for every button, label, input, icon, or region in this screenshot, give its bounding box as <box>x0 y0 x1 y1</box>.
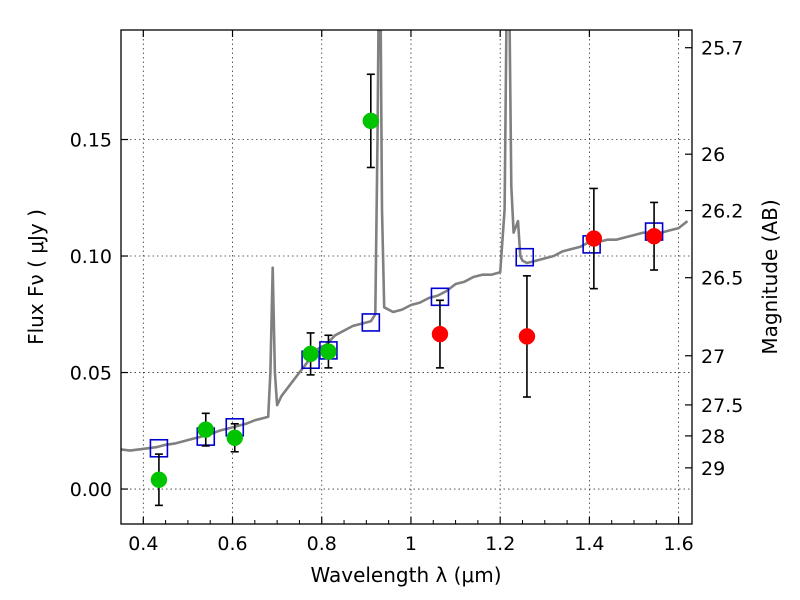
y-axis-label: Flux Fν ( μJy ) <box>24 209 48 345</box>
x-tick-label: 1 <box>405 533 417 555</box>
y-tick-label: 0.15 <box>70 130 112 152</box>
x-tick-label: 0.8 <box>307 533 337 555</box>
x-tick-label: 0.4 <box>128 533 158 555</box>
optical-point <box>362 112 380 130</box>
plot-background <box>121 30 692 524</box>
optical-point <box>302 345 319 363</box>
optical-point <box>197 421 215 438</box>
optical-point <box>226 429 244 447</box>
y-axis-right-label: Magnitude (AB) <box>758 199 782 354</box>
photometry-layer <box>149 73 664 507</box>
right-tick-label: 26.2 <box>701 201 743 223</box>
x-axis-label: Wavelength λ (μm) <box>310 563 501 587</box>
nir-point <box>431 325 449 343</box>
optical-point <box>320 343 337 360</box>
y-tick-label: 0.00 <box>70 479 112 501</box>
axis-ticks: 0.4 0.6 0.8 1 1.2 1.4 1.6 0.00 0.05 0.10 0.15 25.7 2… <box>70 30 743 555</box>
x-tick-label: 0.6 <box>217 533 247 555</box>
model-photometry-square <box>515 247 535 267</box>
right-tick-label: 28 <box>701 426 725 448</box>
x-tick-label: 1.6 <box>664 533 694 555</box>
nir-point <box>518 328 536 345</box>
right-tick-label: 26 <box>701 144 725 166</box>
nir-point <box>585 230 603 247</box>
right-tick-label: 29 <box>701 458 725 480</box>
nir-point <box>645 227 663 245</box>
y-tick-label: 0.05 <box>70 363 112 385</box>
grid <box>121 30 692 524</box>
right-tick-label: 26.5 <box>701 268 743 290</box>
plot-frame <box>120 29 693 525</box>
right-tick-label: 27.5 <box>701 395 743 417</box>
x-tick-label: 1.4 <box>574 533 604 555</box>
model-photometry-square <box>361 313 381 332</box>
x-tick-label: 1.2 <box>485 533 515 555</box>
y-tick-label: 0.10 <box>70 246 112 268</box>
right-tick-label: 25.7 <box>701 38 743 60</box>
right-tick-label: 27 <box>701 346 725 368</box>
optical-point <box>150 471 168 488</box>
